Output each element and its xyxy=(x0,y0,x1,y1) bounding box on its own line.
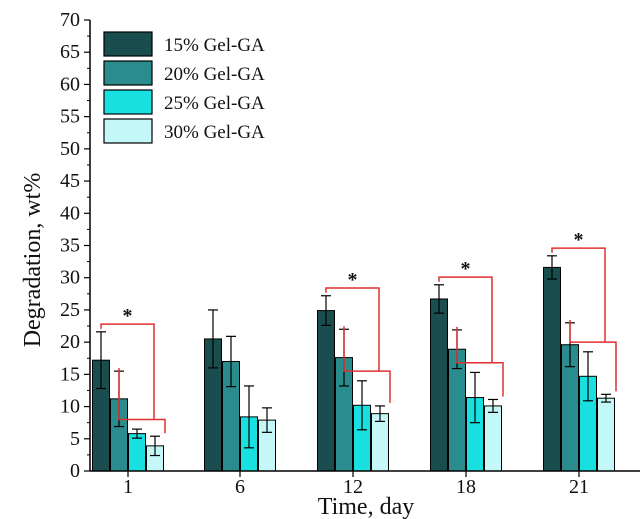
y-tick-label: 55 xyxy=(60,106,80,128)
y-tick-label: 45 xyxy=(60,170,80,192)
y-tick-label: 40 xyxy=(60,202,80,224)
x-tick-label: 18 xyxy=(456,476,476,498)
error-bars-group xyxy=(96,255,611,457)
y-tick-label: 50 xyxy=(60,138,80,160)
y-tick-label: 30 xyxy=(60,267,80,289)
significance-bracket-outer xyxy=(325,287,380,372)
significance-bracket-inner xyxy=(118,368,166,434)
significance-bracket-inner xyxy=(343,326,391,403)
legend-label: 30% Gel-GA xyxy=(164,122,265,143)
x-tick-label: 21 xyxy=(569,476,589,498)
x-tick-label: 6 xyxy=(235,476,245,498)
y-tick-label: 70 xyxy=(60,9,80,31)
bar xyxy=(317,310,335,472)
legend-swatch xyxy=(103,60,153,86)
significance-star: * xyxy=(461,258,471,280)
legend: 15% Gel-GA 20% Gel-GA 25% Gel-GA 30% Gel-GA xyxy=(103,31,265,144)
significance-star: * xyxy=(348,269,358,291)
bar xyxy=(597,397,615,472)
bar xyxy=(543,266,561,472)
axes-group: 0 5 10 15 20 25 30 35 40 45 50 55 60 65 70 1 6 12 18 21 xyxy=(60,9,640,498)
significance-bracket-outer xyxy=(100,323,155,420)
y-tick-label: 25 xyxy=(60,299,80,321)
significance-star: * xyxy=(574,229,584,251)
y-tick-label: 0 xyxy=(70,460,80,482)
significance-bracket-outer xyxy=(438,276,493,363)
y-tick-label: 35 xyxy=(60,235,80,257)
y-axis-title: Degradation, wt% xyxy=(20,173,46,348)
significance-star: * xyxy=(123,305,133,327)
legend-label: 20% Gel-GA xyxy=(164,64,265,85)
bar xyxy=(371,413,389,472)
bar xyxy=(484,405,502,472)
y-tick-label: 65 xyxy=(60,41,80,63)
significance-bracket-outer xyxy=(551,247,606,343)
y-tick-label: 60 xyxy=(60,73,80,95)
x-axis-title: Time, day xyxy=(318,494,414,519)
legend-swatch xyxy=(103,31,153,57)
bar xyxy=(128,433,146,472)
y-tick-label: 15 xyxy=(60,363,80,385)
legend-swatch xyxy=(103,118,153,144)
y-tick-label: 20 xyxy=(60,331,80,353)
y-tick-label: 10 xyxy=(60,396,80,418)
bars-group xyxy=(92,266,615,472)
legend-label: 15% Gel-GA xyxy=(164,35,265,56)
significance-bracket-inner xyxy=(456,326,504,397)
x-tick-label: 1 xyxy=(123,476,133,498)
x-tick-label: 12 xyxy=(343,476,363,498)
y-tick-label: 5 xyxy=(70,428,80,450)
legend-swatch xyxy=(103,89,153,115)
significance-bracket-inner xyxy=(569,319,617,392)
significance-group: * * * * xyxy=(100,229,617,434)
bar xyxy=(430,298,448,472)
legend-label: 25% Gel-GA xyxy=(164,93,265,114)
